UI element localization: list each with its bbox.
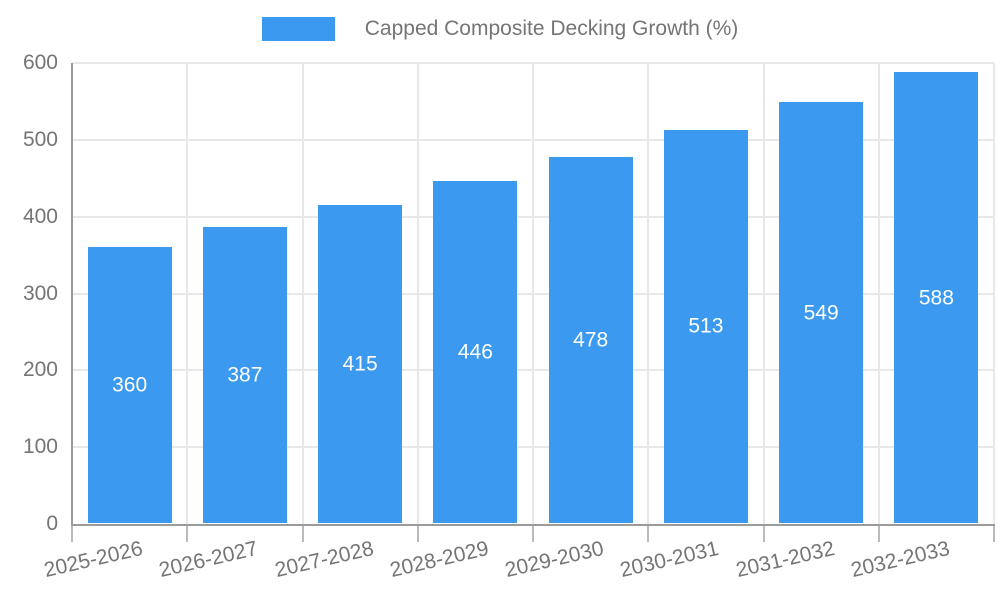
bar[interactable]: 360 (87, 247, 172, 523)
x-axis-tick (647, 525, 650, 542)
bar-value-label: 446 (457, 340, 493, 364)
x-gridline (993, 63, 995, 524)
bar[interactable]: 446 (433, 181, 518, 523)
x-axis-tick-label: 2025-2026 (41, 536, 146, 582)
x-gridline (877, 63, 880, 524)
bar-value-label: 360 (112, 373, 148, 397)
bar-value-label: 478 (573, 328, 609, 352)
x-axis-tick-label: 2032-2033 (848, 536, 952, 582)
bar[interactable]: 513 (663, 129, 748, 523)
bar[interactable]: 588 (894, 72, 979, 523)
x-axis-tick (186, 525, 189, 542)
bar[interactable]: 415 (318, 205, 403, 523)
bar-value-label: 415 (342, 352, 378, 376)
x-axis-line (71, 524, 995, 526)
x-axis-tick-label: 2030-2031 (618, 536, 722, 582)
y-axis-line (71, 63, 73, 526)
y-axis-tick-label: 500 (22, 127, 58, 151)
bar[interactable]: 478 (548, 156, 633, 523)
x-gridline (186, 63, 189, 524)
y-axis-tick-label: 100 (22, 435, 58, 459)
bar-value-label: 513 (688, 314, 724, 338)
bar-value-label: 588 (918, 286, 954, 309)
chart-legend[interactable]: Capped Composite Decking Growth (%) (0, 17, 1000, 41)
x-axis-tick (762, 525, 765, 542)
x-gridline (762, 63, 765, 524)
x-gridline (647, 63, 650, 524)
x-axis-tick-label: 2027-2028 (272, 536, 376, 582)
x-axis-tick (993, 525, 995, 542)
y-axis-tick-label: 600 (22, 51, 58, 74)
legend-label: Capped Composite Decking Growth (%) (364, 17, 739, 40)
x-axis-tick (71, 525, 73, 542)
x-gridline (301, 63, 304, 524)
x-axis-tick (416, 525, 419, 542)
x-gridline (532, 63, 534, 524)
y-axis-tick-label: 0 (46, 512, 58, 535)
x-axis-tick (301, 525, 304, 542)
x-axis-tick-label: 2026-2027 (157, 536, 261, 582)
bar-value-label: 549 (803, 300, 839, 324)
y-axis-tick-label: 300 (22, 281, 58, 305)
x-axis-tick (532, 525, 534, 542)
bar-value-label: 387 (227, 363, 263, 387)
legend-swatch (261, 17, 335, 41)
y-axis-tick-label: 200 (22, 358, 58, 382)
x-axis-tick-label: 2031-2032 (733, 536, 837, 582)
x-axis-tick (877, 525, 880, 542)
bar[interactable]: 387 (202, 226, 287, 523)
x-gridline (416, 63, 419, 524)
bar[interactable]: 549 (779, 102, 864, 523)
x-axis-tick-label: 2028-2029 (387, 536, 491, 582)
x-axis-tick-label: 2029-2030 (502, 536, 607, 582)
y-axis-tick-label: 400 (22, 204, 58, 228)
